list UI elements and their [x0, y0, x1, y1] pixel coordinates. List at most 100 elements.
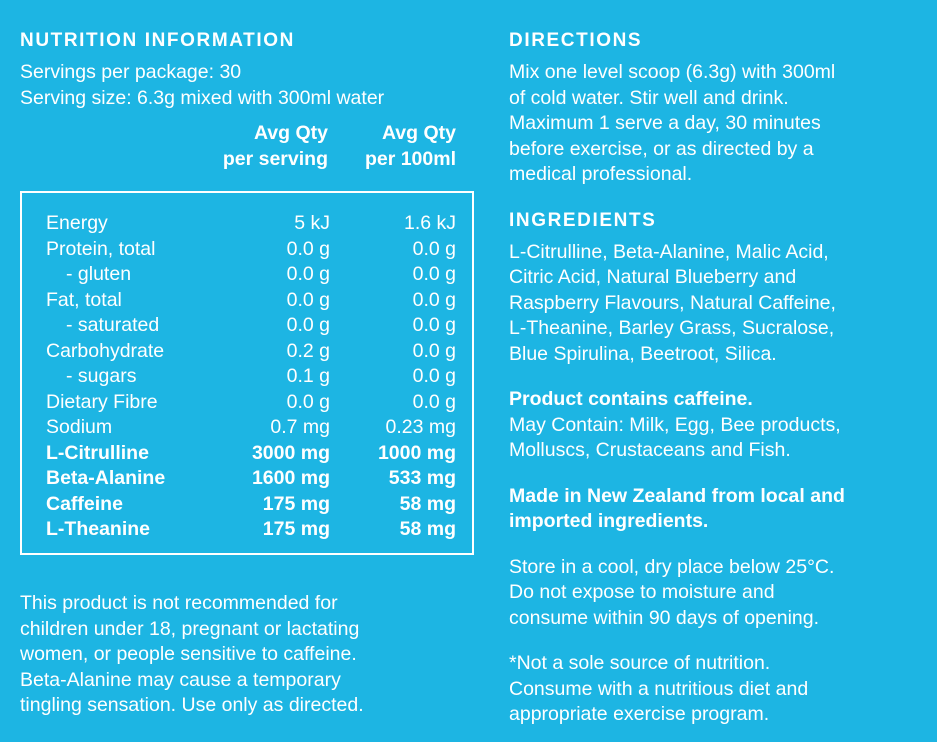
- nutrition-table: Energy 5 kJ 1.6 kJ Protein, total 0.0 g 0.0 g…: [20, 191, 474, 555]
- per-serving-value: 1600 mg: [251, 467, 330, 489]
- nutrition-column-headers: Avg Qty per serving Avg Qty per 100ml: [20, 121, 480, 173]
- servings-per-package: Servings per package: 30: [20, 61, 242, 83]
- directions-text: Mix one level scoop (6.3g) with 300ml of…: [509, 60, 919, 188]
- nutrition-row: Protein, total 0.0 g 0.0 g: [46, 237, 456, 263]
- storage-line: Do not expose to moisture and: [509, 581, 775, 603]
- per-100ml-value: 0.0 g: [412, 339, 456, 362]
- per-100ml-value: 0.0 g: [412, 365, 456, 387]
- ingredients-line: Raspberry Flavours, Natural Caffeine,: [509, 291, 836, 314]
- nutrition-row: L-Citrulline 3000 mg 1000 mg: [46, 441, 456, 467]
- per-100ml-value: 533 mg: [388, 467, 456, 489]
- per-100ml-value: 58 mg: [399, 492, 456, 515]
- directions-line: Mix one level scoop (6.3g) with 300ml: [509, 61, 836, 83]
- origin-line: Made in New Zealand from local and: [509, 484, 845, 507]
- nutrient-name: Beta-Alanine: [46, 467, 166, 489]
- per-100ml-header: Avg Qty per 100ml: [365, 121, 456, 172]
- allergen-line: Molluscs, Crustaceans and Fish.: [509, 439, 791, 461]
- nutrition-row: Carbohydrate 0.2 g 0.0 g: [46, 339, 456, 365]
- nutrition-heading: NUTRITION INFORMATION: [20, 30, 295, 51]
- nutrient-name: Fat, total: [46, 288, 122, 311]
- nutrient-name: Sodium: [46, 416, 113, 438]
- per-100ml-value: 58 mg: [399, 518, 456, 540]
- per-serving-value: 0.0 g: [286, 288, 330, 311]
- per-100ml-value: 0.0 g: [412, 390, 456, 413]
- directions-line: Maximum 1 serve a day, 30 minutes: [509, 112, 821, 134]
- ingredients-line: Blue Spirulina, Beetroot, Silica.: [509, 342, 777, 365]
- caffeine-notice-title: Product contains caffeine.: [509, 388, 753, 410]
- per-100ml-value: 0.0 g: [412, 314, 456, 336]
- nutrition-row: Fat, total 0.0 g 0.0 g: [46, 288, 456, 314]
- storage-line: Store in a cool, dry place below 25°C.: [509, 555, 835, 578]
- per-serving-value: 175 mg: [262, 492, 330, 515]
- directions-line: medical professional.: [509, 163, 693, 185]
- directions-line: before exercise, or as directed by a: [509, 137, 814, 160]
- per-serving-value: 0.0 g: [286, 263, 330, 285]
- per-serving-value: 3000 mg: [251, 441, 330, 464]
- serving-size: Serving size: 6.3g mixed with 300ml wate…: [20, 86, 385, 109]
- per-100ml-value: 1.6 kJ: [403, 212, 456, 234]
- per-100ml-value: 0.0 g: [412, 288, 456, 311]
- nutrient-name: L-Citrulline: [46, 441, 149, 464]
- nutrition-row: Energy 5 kJ 1.6 kJ: [46, 211, 456, 237]
- ingredients-line: Citric Acid, Natural Blueberry and: [509, 266, 797, 288]
- nutrition-row: - saturated 0.0 g 0.0 g: [46, 313, 456, 339]
- nutrient-name: Dietary Fibre: [46, 390, 158, 413]
- per-serving-value: 0.1 g: [286, 365, 330, 387]
- per-serving-value: 0.0 g: [286, 314, 330, 336]
- nutrient-name: - saturated: [66, 314, 160, 336]
- per-serving-header-line1: Avg Qty: [253, 122, 328, 144]
- warning-text: This product is not recommended for chil…: [20, 591, 480, 719]
- origin-notice: Made in New Zealand from local and impor…: [509, 484, 919, 535]
- ingredients-line: L-Citrulline, Beta-Alanine, Malic Acid,: [509, 240, 829, 263]
- origin-line: imported ingredients.: [509, 510, 709, 532]
- nutrient-name: - gluten: [66, 263, 132, 285]
- nutrition-row: Sodium 0.7 mg 0.23 mg: [46, 415, 456, 441]
- per-100ml-value: 0.0 g: [412, 237, 456, 260]
- warning-line: This product is not recommended for: [20, 592, 338, 614]
- warning-line: children under 18, pregnant or lactating: [20, 617, 360, 640]
- per-serving-value: 5 kJ: [294, 212, 330, 234]
- warning-line: tingling sensation. Use only as directed…: [20, 694, 364, 716]
- nutrient-name: Carbohydrate: [46, 339, 165, 362]
- per-100ml-header-line2: per 100ml: [364, 147, 456, 170]
- nutrition-row: - sugars 0.1 g 0.0 g: [46, 364, 456, 390]
- nutrient-name: Caffeine: [46, 492, 123, 515]
- nutrition-rows: Energy 5 kJ 1.6 kJ Protein, total 0.0 g 0.0 g…: [46, 211, 456, 543]
- directions-heading: DIRECTIONS: [509, 30, 643, 51]
- per-serving-value: 0.2 g: [286, 339, 330, 362]
- per-100ml-value: 0.0 g: [412, 263, 456, 285]
- warning-line: Beta-Alanine may cause a temporary: [20, 668, 341, 691]
- per-100ml-header-line1: Avg Qty: [381, 122, 456, 144]
- storage-notice: Store in a cool, dry place below 25°C. D…: [509, 555, 919, 632]
- nutrient-name: L-Theanine: [46, 518, 151, 540]
- nutrition-row: L-Theanine 175 mg 58 mg: [46, 517, 456, 543]
- per-serving-value: 0.0 g: [286, 237, 330, 260]
- nutrition-row: Beta-Alanine 1600 mg 533 mg: [46, 466, 456, 492]
- disclaimer: *Not a sole source of nutrition. Consume…: [509, 651, 919, 728]
- ingredients-heading: INGREDIENTS: [509, 209, 657, 231]
- per-serving-header-line2: per serving: [222, 147, 328, 170]
- nutrition-row: - gluten 0.0 g 0.0 g: [46, 262, 456, 288]
- nutrient-name: - sugars: [66, 365, 137, 387]
- per-serving-value: 0.7 mg: [270, 416, 330, 438]
- allergen-line: May Contain: Milk, Egg, Bee products,: [509, 413, 841, 436]
- ingredients-line: L-Theanine, Barley Grass, Sucralose,: [509, 317, 835, 339]
- ingredients-text: L-Citrulline, Beta-Alanine, Malic Acid, …: [509, 240, 919, 368]
- per-100ml-value: 1000 mg: [377, 441, 456, 464]
- per-serving-value: 0.0 g: [286, 390, 330, 413]
- info-column: DIRECTIONS Mix one level scoop (6.3g) wi…: [509, 28, 919, 728]
- disclaimer-line: *Not a sole source of nutrition.: [509, 652, 771, 674]
- per-100ml-value: 0.23 mg: [385, 416, 456, 438]
- nutrient-name: Energy: [46, 212, 108, 234]
- nutrition-row: Caffeine 175 mg 58 mg: [46, 492, 456, 518]
- warning-line: women, or people sensitive to caffeine.: [20, 643, 357, 665]
- nutrient-name: Protein, total: [46, 237, 156, 260]
- disclaimer-line: appropriate exercise program.: [509, 703, 770, 725]
- directions-line: of cold water. Stir well and drink.: [509, 86, 789, 109]
- storage-line: consume within 90 days of opening.: [509, 606, 820, 629]
- per-serving-header: Avg Qty per serving: [223, 121, 328, 172]
- per-serving-value: 175 mg: [262, 518, 330, 540]
- caffeine-notice: Product contains caffeine. May Contain: …: [509, 387, 919, 464]
- nutrition-section: NUTRITION INFORMATION Servings per packa…: [20, 28, 480, 716]
- nutrition-row: Dietary Fibre 0.0 g 0.0 g: [46, 390, 456, 416]
